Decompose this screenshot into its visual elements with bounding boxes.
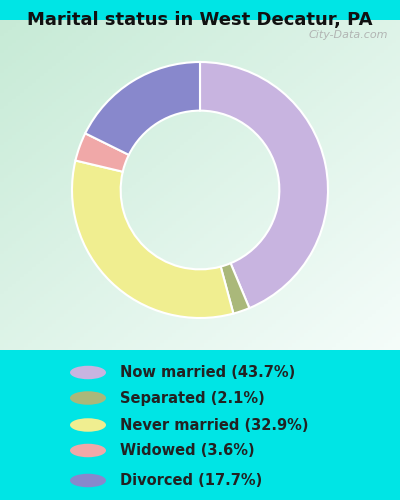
Text: Now married (43.7%): Now married (43.7%): [120, 365, 295, 380]
Text: Separated (2.1%): Separated (2.1%): [120, 390, 265, 406]
Wedge shape: [85, 62, 200, 155]
Text: Marital status in West Decatur, PA: Marital status in West Decatur, PA: [27, 11, 373, 29]
Circle shape: [70, 444, 106, 457]
Circle shape: [70, 391, 106, 405]
Text: Divorced (17.7%): Divorced (17.7%): [120, 473, 262, 488]
Wedge shape: [72, 160, 233, 318]
Text: Never married (32.9%): Never married (32.9%): [120, 418, 308, 432]
Circle shape: [70, 366, 106, 379]
Wedge shape: [221, 263, 249, 314]
Circle shape: [70, 418, 106, 432]
Text: Widowed (3.6%): Widowed (3.6%): [120, 443, 255, 458]
Text: City-Data.com: City-Data.com: [308, 30, 388, 40]
Wedge shape: [200, 62, 328, 308]
Circle shape: [70, 474, 106, 487]
Wedge shape: [76, 134, 129, 172]
